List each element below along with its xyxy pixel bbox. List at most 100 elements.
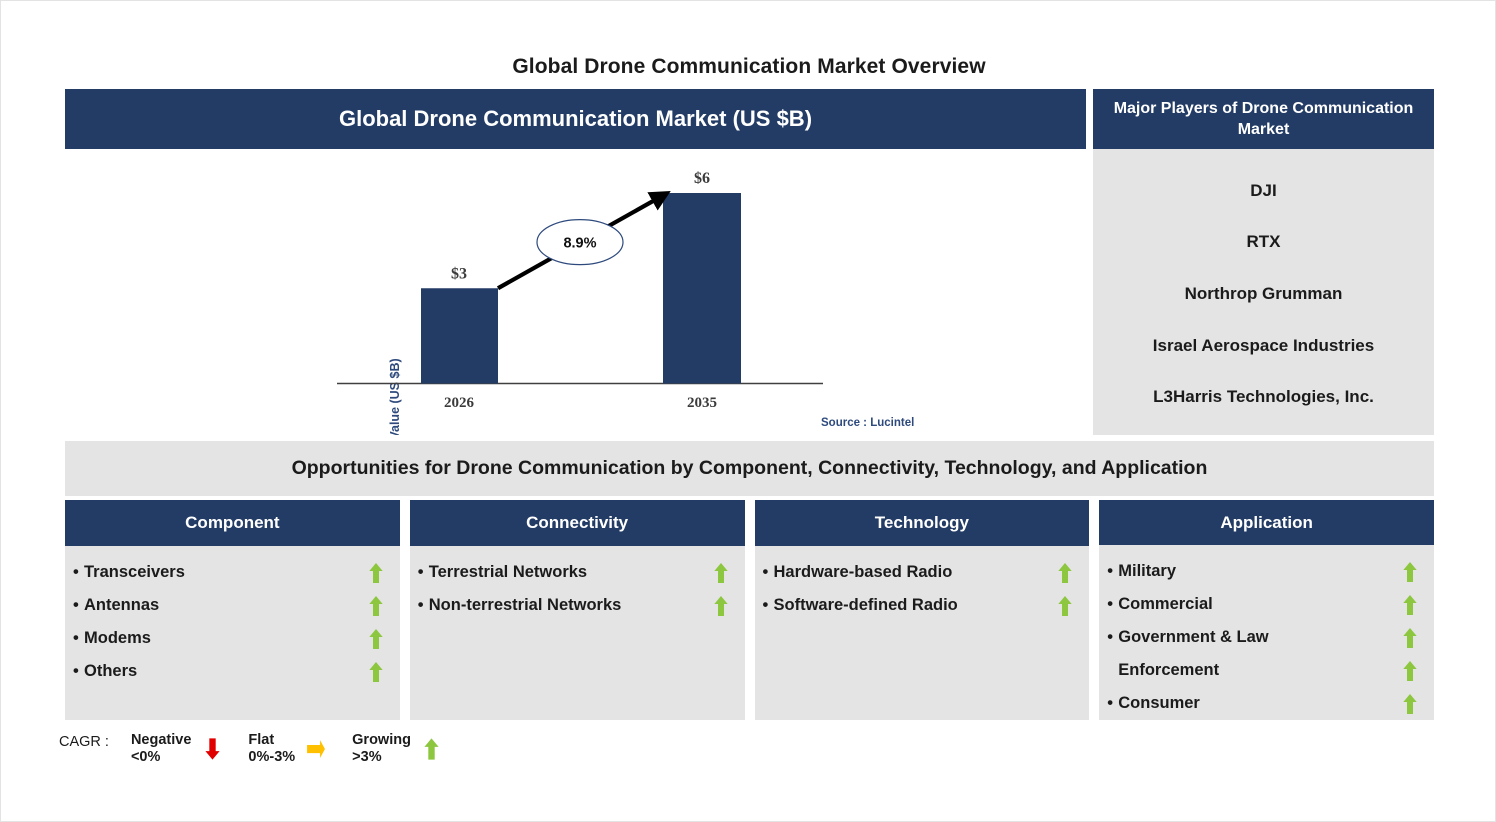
player-name: DJI (1250, 180, 1277, 200)
opportunity-item: • Others (73, 655, 360, 688)
opportunity-column-title: Technology (874, 513, 969, 532)
x-tick-2026: 2026 (444, 395, 475, 411)
y-axis-label: Value (US $B) (388, 358, 402, 435)
cagr-legend-item-text: Growing >3% (352, 732, 411, 766)
opportunity-column-body: • Transceivers • Antennas • Modems • Others (65, 546, 400, 720)
arrow-up-icon (709, 556, 733, 589)
opportunities-banner-label: Opportunities for Drone Communication by… (291, 457, 1208, 479)
opportunities-banner: Opportunities for Drone Communication by… (65, 441, 1434, 496)
opportunity-column-body: • Hardware-based Radio • Software-defined R… (755, 546, 1090, 720)
arrow-right-icon (302, 732, 330, 766)
arrow-up-icon (1398, 588, 1422, 621)
opportunity-item-label: Enforcement (1118, 661, 1220, 679)
opportunity-arrow-list (364, 556, 388, 688)
cagr-legend-label: CAGR : (59, 734, 109, 750)
opportunity-item-label: Software-defined Radio (773, 596, 958, 614)
arrow-up-icon (418, 732, 446, 766)
arrow-down-icon (198, 732, 226, 766)
opportunity-column-body: •Military•Commercial•Government & Law•En… (1099, 545, 1434, 720)
bullet-icon: • (1107, 562, 1114, 580)
cagr-legend-item: Flat 0%-3% (248, 732, 330, 766)
arrow-up-icon (1053, 589, 1077, 622)
player-item: DJI (1103, 165, 1424, 217)
opportunity-column: Application • Military • Commercial • Governme… (1099, 500, 1434, 720)
opportunity-item: •Enforcement (1107, 654, 1394, 687)
opportunity-item-list: •Military•Commercial•Government & Law•En… (1099, 555, 1434, 720)
opportunity-item-label: Commercial (1118, 595, 1213, 613)
opportunity-column-header: Connectivity (409, 500, 745, 546)
bullet-icon: • (417, 563, 424, 581)
opportunity-column-title: Connectivity (526, 513, 629, 532)
opportunity-item: • Commercial (1107, 588, 1394, 621)
opportunity-columns: Component • Transceivers • Antennas • Modems • O… (65, 500, 1434, 720)
bar-label-2026: $3 (451, 265, 467, 282)
opportunity-item-label: Government & Law (1118, 628, 1269, 646)
opportunity-item-label: Antennas (84, 596, 160, 614)
arrow-up-icon (1398, 687, 1422, 720)
opportunity-arrow-list (1398, 555, 1422, 720)
page-title: Global Drone Communication Market Overvi… (512, 55, 986, 78)
bullet-icon: • (1107, 694, 1114, 712)
opportunity-item: • Military (1107, 555, 1394, 588)
bullet-icon: • (762, 596, 769, 614)
arrow-up-icon (1398, 621, 1422, 654)
cagr-legend-items: Negative <0% Flat 0%-3% Growing >3% (109, 732, 446, 766)
opportunity-item: • Terrestrial Networks (418, 556, 705, 589)
players-header-bar: Major Players of Drone Communication Mar… (1093, 89, 1434, 149)
opportunity-item-label: Hardware-based Radio (773, 563, 953, 581)
market-bar-chart: Value (US $B) $3 $6 2026 2035 8.9% (65, 149, 1086, 435)
bullet-icon: • (73, 629, 79, 647)
opportunity-item: • Consumer (1107, 687, 1394, 720)
opportunity-column: Connectivity • Terrestrial Networks • Non-te… (409, 500, 745, 720)
opportunity-arrow-list (1053, 556, 1077, 622)
opportunity-item-list: • Terrestrial Networks • Non-terrestrial Ne… (410, 556, 745, 622)
opportunity-item-list: • Transceivers • Antennas • Modems • Others (65, 556, 400, 688)
opportunity-column-title: Component (185, 513, 280, 532)
opportunity-item-label: Non-terrestrial Networks (428, 596, 622, 614)
opportunity-column-header: Technology (754, 500, 1090, 546)
opportunity-item-label: Military (1118, 562, 1177, 580)
opportunity-arrow-list (709, 556, 733, 622)
cagr-legend-item-text: Negative <0% (131, 732, 191, 766)
opportunity-item-label: Transceivers (84, 563, 185, 581)
cagr-legend-item-range: <0% (130, 749, 161, 765)
arrow-up-icon (364, 655, 388, 688)
bullet-icon: • (73, 662, 79, 680)
opportunity-item: • Antennas (73, 589, 360, 622)
bullet-icon: • (762, 563, 769, 581)
chart-source-note: Source : Lucintel (821, 417, 915, 429)
opportunity-item: • Government & Law (1107, 621, 1394, 654)
opportunity-item: • Non-terrestrial Networks (418, 589, 705, 622)
arrow-up-icon (1398, 555, 1422, 588)
bar-2026 (421, 288, 498, 384)
cagr-legend-item: Growing >3% (352, 732, 446, 766)
opportunity-column: Technology • Hardware-based Radio • Software… (754, 500, 1090, 720)
arrow-up-icon (1398, 654, 1422, 687)
opportunity-column-header: Application (1099, 500, 1434, 545)
opportunity-column-header: Component (65, 500, 400, 546)
player-name: L3Harris Technologies, Inc. (1153, 387, 1374, 407)
bar-label-2035: $6 (694, 170, 710, 187)
cagr-legend-item-name: Growing (352, 732, 411, 748)
opportunity-item: • Hardware-based Radio (763, 556, 1050, 589)
player-item: RTX (1103, 217, 1424, 269)
cagr-callout-ellipse (536, 219, 624, 266)
player-name: RTX (1246, 232, 1281, 252)
opportunity-item: • Software-defined Radio (763, 589, 1050, 622)
player-name: Northrop Grumman (1184, 283, 1343, 303)
cagr-legend-item-range: >3% (352, 749, 382, 765)
player-item: Northrop Grumman (1103, 268, 1424, 320)
arrow-up-icon (1053, 556, 1077, 589)
chart-header-bar: Global Drone Communication Market (US $B… (65, 89, 1086, 149)
x-tick-2035: 2035 (687, 395, 717, 411)
cagr-legend-item-range: 0%-3% (248, 749, 296, 765)
major-players-panel: DJI RTX Northrop Grumman Israel Aerospace I… (1093, 149, 1434, 435)
chart-canvas: Value (US $B) $3 $6 2026 2035 8.9% (337, 170, 823, 435)
bullet-icon: • (417, 596, 424, 614)
arrow-up-icon (364, 622, 388, 655)
opportunity-item-label: Terrestrial Networks (428, 563, 588, 581)
opportunity-column: Component • Transceivers • Antennas • Modems • O… (65, 500, 400, 720)
players-header-label: Major Players of Drone Communication Mar… (1113, 100, 1414, 138)
opportunity-column-title: Application (1220, 512, 1313, 532)
cagr-legend-item-name: Flat (248, 732, 275, 748)
